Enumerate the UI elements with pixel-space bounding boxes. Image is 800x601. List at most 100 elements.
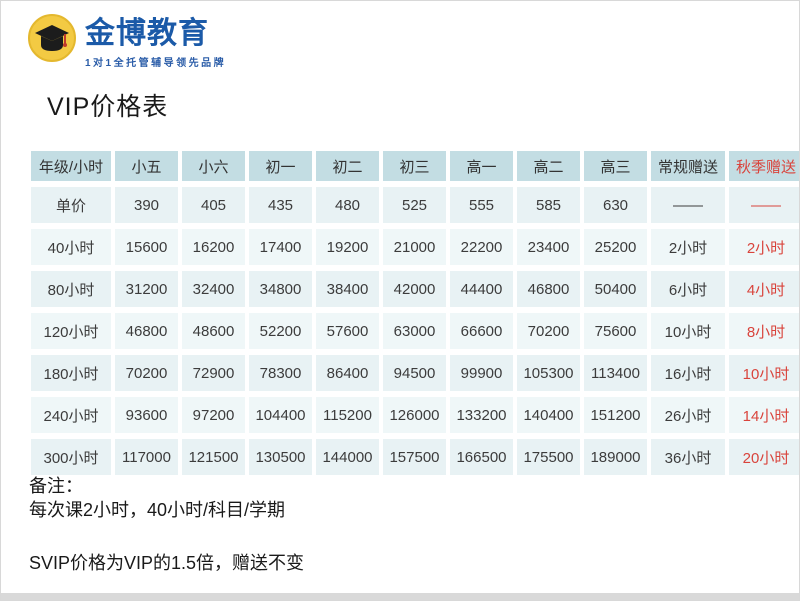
table-cell: 26小时 xyxy=(651,397,725,433)
brand-text: 金博教育 1对1全托管辅导领先品牌 xyxy=(85,14,226,69)
table-cell: 93600 xyxy=(115,397,178,433)
table-cell: 126000 xyxy=(383,397,446,433)
table-cell: 555 xyxy=(450,187,513,223)
table-cell: 166500 xyxy=(450,439,513,475)
table-cell: 113400 xyxy=(584,355,647,391)
table-cell: 38400 xyxy=(316,271,379,307)
table-cell: 4小时 xyxy=(729,271,799,307)
table-row: 180小时 70200 72900 78300 86400 94500 99900 10530… xyxy=(31,355,799,391)
notes-line-1: 每次课2小时，40小时/科目/学期 xyxy=(29,500,286,521)
price-table: 年级/小时 小五 小六 初一 初二 初三 高一 高二 高三 常规赠送 秋季赠送 单价 390 405 43… xyxy=(27,145,799,481)
table-cell: 10小时 xyxy=(651,313,725,349)
table-cell: 94500 xyxy=(383,355,446,391)
table-cell: 16200 xyxy=(182,229,245,265)
table-cell: 70200 xyxy=(517,313,580,349)
table-cell: 157500 xyxy=(383,439,446,475)
table-cell: 48600 xyxy=(182,313,245,349)
table-cell: 63000 xyxy=(383,313,446,349)
table-cell: 390 xyxy=(115,187,178,223)
table-cell: 72900 xyxy=(182,355,245,391)
table-cell: 14小时 xyxy=(729,397,799,433)
table-cell: 99900 xyxy=(450,355,513,391)
table-cell: 630 xyxy=(584,187,647,223)
table-cell: 86400 xyxy=(316,355,379,391)
row-label: 240小时 xyxy=(31,397,111,433)
table-cell: 6小时 xyxy=(651,271,725,307)
column-header: 初一 xyxy=(249,151,312,181)
column-header: 高三 xyxy=(584,151,647,181)
column-header: 小五 xyxy=(115,151,178,181)
table-cell: 32400 xyxy=(182,271,245,307)
page-title: VIP价格表 xyxy=(47,93,169,121)
table-cell: 34800 xyxy=(249,271,312,307)
table-cell: 21000 xyxy=(383,229,446,265)
table-cell: 104400 xyxy=(249,397,312,433)
table-cell: 140400 xyxy=(517,397,580,433)
table-cell: 105300 xyxy=(517,355,580,391)
table-cell: —— xyxy=(729,187,799,223)
notes-label: 备注： xyxy=(29,476,83,496)
table-cell: 15600 xyxy=(115,229,178,265)
table-cell: 57600 xyxy=(316,313,379,349)
column-header: 初三 xyxy=(383,151,446,181)
table-cell: 23400 xyxy=(517,229,580,265)
column-header: 常规赠送 xyxy=(651,151,725,181)
table-cell: 2小时 xyxy=(729,229,799,265)
table-cell: 405 xyxy=(182,187,245,223)
table-cell: 115200 xyxy=(316,397,379,433)
table-cell: 117000 xyxy=(115,439,178,475)
table-cell: 10小时 xyxy=(729,355,799,391)
table-cell: 31200 xyxy=(115,271,178,307)
price-table-container: 年级/小时 小五 小六 初一 初二 初三 高一 高二 高三 常规赠送 秋季赠送 单价 390 405 43… xyxy=(27,145,799,481)
table-cell: 130500 xyxy=(249,439,312,475)
table-cell: 70200 xyxy=(115,355,178,391)
table-cell: 42000 xyxy=(383,271,446,307)
table-cell: 50400 xyxy=(584,271,647,307)
column-header: 年级/小时 xyxy=(31,151,111,181)
table-cell: 151200 xyxy=(584,397,647,433)
table-row: 300小时 117000 121500 130500 144000 157500 16650… xyxy=(31,439,799,475)
table-cell: 175500 xyxy=(517,439,580,475)
table-row: 120小时 46800 48600 52200 57600 63000 66600 70200… xyxy=(31,313,799,349)
notes-line-2: SVIP价格为VIP的1.5倍，赠送不变 xyxy=(29,552,305,573)
column-header: 初二 xyxy=(316,151,379,181)
table-cell: 75600 xyxy=(584,313,647,349)
table-cell: 16小时 xyxy=(651,355,725,391)
table-cell: 435 xyxy=(249,187,312,223)
row-label: 80小时 xyxy=(31,271,111,307)
row-label: 300小时 xyxy=(31,439,111,475)
table-row: 40小时 15600 16200 17400 19200 21000 22200 23400 2… xyxy=(31,229,799,265)
graduation-cap-icon xyxy=(28,14,76,62)
brand-tagline: 1对1全托管辅导领先品牌 xyxy=(85,57,227,69)
table-cell: 121500 xyxy=(182,439,245,475)
table-cell: 36小时 xyxy=(651,439,725,475)
table-cell: 46800 xyxy=(517,271,580,307)
table-cell: 525 xyxy=(383,187,446,223)
row-label: 40小时 xyxy=(31,229,111,265)
table-cell: 66600 xyxy=(450,313,513,349)
table-cell: 189000 xyxy=(584,439,647,475)
table-cell: 144000 xyxy=(316,439,379,475)
table-row: 80小时 31200 32400 34800 38400 42000 44400 46800 5… xyxy=(31,271,799,307)
column-header: 高一 xyxy=(450,151,513,181)
table-cell: 46800 xyxy=(115,313,178,349)
table-cell: 17400 xyxy=(249,229,312,265)
column-header: 小六 xyxy=(182,151,245,181)
row-label: 180小时 xyxy=(31,355,111,391)
table-row: 单价 390 405 435 480 525 555 585 630 —— —— xyxy=(31,187,799,223)
table-cell: —— xyxy=(651,187,725,223)
row-label: 单价 xyxy=(31,187,111,223)
table-cell: 44400 xyxy=(450,271,513,307)
table-cell: 20小时 xyxy=(729,439,799,475)
table-cell: 585 xyxy=(517,187,580,223)
table-cell: 8小时 xyxy=(729,313,799,349)
column-header: 秋季赠送 xyxy=(729,151,799,181)
table-cell: 2小时 xyxy=(651,229,725,265)
table-row: 240小时 93600 97200 104400 115200 126000 133200 1… xyxy=(31,397,799,433)
window-bottom-edge xyxy=(1,593,799,600)
table-cell: 133200 xyxy=(450,397,513,433)
table-cell: 52200 xyxy=(249,313,312,349)
notes: 备注： 每次课2小时，40小时/科目/学期 SVIP价格为VIP的1.5倍，赠送… xyxy=(29,474,304,575)
table-cell: 97200 xyxy=(182,397,245,433)
